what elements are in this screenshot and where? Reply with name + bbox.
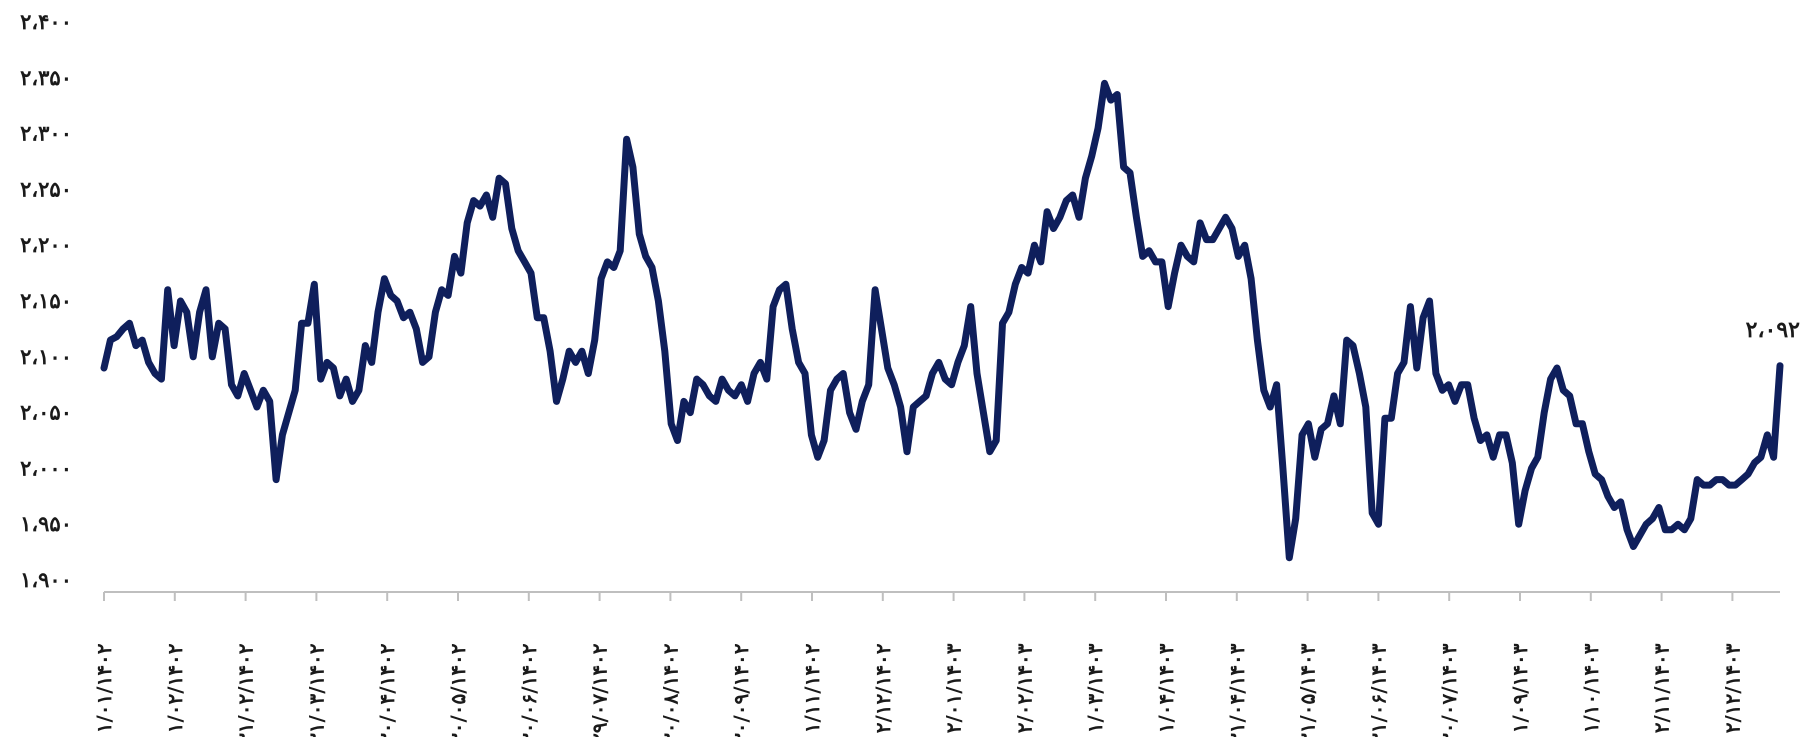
y-tick-label: ۲،۳۰۰ [20, 121, 72, 146]
x-tick-label: ۰۱/۰۲/۱۴۰۲ [163, 643, 187, 737]
series-line [100, 79, 1784, 562]
x-tick-label: ۰۲/۱۱/۱۴۰۳ [1650, 643, 1674, 737]
x-tick-label: ۳۱/۰۴/۱۴۰۳ [1225, 643, 1249, 737]
x-tick-label: ۳۱/۰۶/۱۴۰۳ [1366, 643, 1390, 737]
x-tick-label: ۳۰/۰۴/۱۴۰۲ [375, 643, 399, 737]
y-tick-label: ۱،۹۵۰ [20, 511, 72, 536]
x-tick-label: ۳۱/۰۲/۱۴۰۲ [234, 643, 258, 737]
x-axis-tick-marks [103, 592, 1734, 601]
y-tick-label: ۲،۰۵۰ [20, 400, 72, 425]
x-tick-label: ۰۱/۰۱/۱۴۰۲ [92, 643, 116, 737]
x-tick-label: ۰۱/۰۴/۱۴۰۳ [1154, 643, 1178, 737]
last-value-label: ۲،۰۹۲ [1746, 317, 1801, 343]
y-axis-tick-labels: ۱،۹۰۰ ۱،۹۵۰ ۲،۰۰۰ ۲،۰۵۰ ۲،۱۰۰ ۲،۱۵۰ ۲،۲۰۰ ۲،۲۵۰… [20, 9, 72, 592]
x-tick-label: ۳۰/۰۶/۱۴۰۲ [517, 643, 541, 737]
y-tick-label: ۲،۴۰۰ [20, 9, 72, 34]
x-tick-label: ۰۱/۰۳/۱۴۰۳ [1083, 643, 1107, 737]
x-tick-label: ۳۰/۰۵/۱۴۰۲ [446, 643, 470, 737]
x-tick-label: ۰۲/۰۲/۱۴۰۳ [1012, 643, 1036, 737]
y-tick-label: ۲،۰۰۰ [20, 455, 72, 480]
x-tick-label: ۳۱/۰۵/۱۴۰۳ [1296, 643, 1320, 737]
x-tick-label: ۰۲/۱۲/۱۴۰۳ [1720, 643, 1744, 737]
x-tick-label: ۰۱/۰۹/۱۴۰۳ [1508, 643, 1532, 737]
y-tick-label: ۲،۱۵۰ [20, 288, 72, 313]
y-tick-label: ۲،۱۰۰ [20, 344, 72, 369]
x-tick-label: ۰۱/۱۱/۱۴۰۲ [800, 643, 824, 737]
x-axis-tick-labels: ۰۱/۰۱/۱۴۰۲ ۰۱/۰۲/۱۴۰۲ ۳۱/۰۲/۱۴۰۲ ۳۱/۰۳/۱۴۰۲… [92, 643, 1744, 737]
x-tick-label: ۳۰/۰۸/۱۴۰۲ [658, 643, 682, 737]
x-tick-label: ۳۱/۰۳/۱۴۰۲ [304, 643, 328, 737]
y-tick-label: ۲،۲۵۰ [20, 176, 72, 201]
y-tick-label: ۱،۹۰۰ [20, 567, 72, 592]
x-tick-label: ۲۹/۰۷/۱۴۰۲ [588, 643, 612, 737]
y-tick-label: ۲،۳۵۰ [20, 65, 72, 90]
x-tick-label: ۳۰/۰۷/۱۴۰۳ [1437, 643, 1461, 737]
x-tick-label: ۰۱/۱۰/۱۴۰۳ [1579, 643, 1603, 737]
x-tick-label: ۰۲/۰۱/۱۴۰۳ [942, 643, 966, 737]
x-tick-label: ۰۲/۱۲/۱۴۰۲ [871, 643, 895, 737]
x-tick-label: ۳۰/۰۹/۱۴۰۲ [729, 643, 753, 737]
y-tick-label: ۲،۲۰۰ [20, 232, 72, 257]
